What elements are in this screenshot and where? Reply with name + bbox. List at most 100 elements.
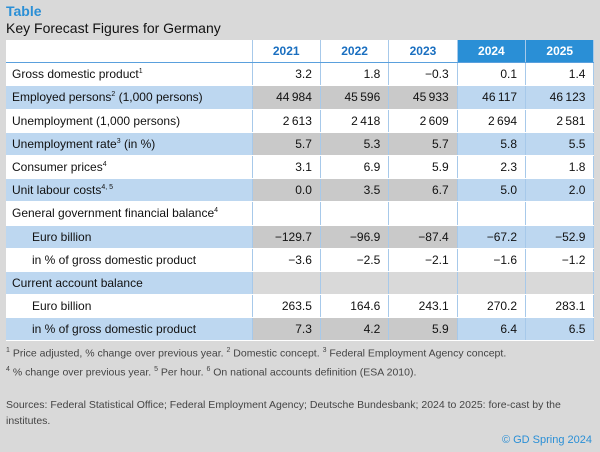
row-label: Employed persons2 (1,000 persons) xyxy=(6,85,253,110)
row-label: Current account balance xyxy=(6,271,253,296)
row-label-text: Unemployment (1,000 persons) xyxy=(12,113,181,128)
footnote-number: 6 xyxy=(206,365,211,373)
value-cell: 7.3 xyxy=(252,317,321,342)
row-label-text: Gross domestic product xyxy=(12,67,139,82)
value-cell xyxy=(388,201,458,226)
footnote-text: Per hour. xyxy=(157,366,207,378)
row-label: Unemployment (1,000 persons) xyxy=(6,109,253,133)
value-cell: 2 613 xyxy=(252,109,321,133)
footnote-text: Federal Employment Agency concept. xyxy=(326,347,507,360)
footnote-line: 4 % change over previous year. 5 Per hou… xyxy=(6,362,506,381)
row-label: Unemployment rate3 (in %) xyxy=(6,132,253,156)
value-cell: 46 117 xyxy=(457,85,527,110)
value-cell: 5.3 xyxy=(320,132,390,156)
value-cell xyxy=(457,201,527,226)
value-cell: 2 418 xyxy=(320,109,390,133)
forecast-year-header: 2024 xyxy=(457,40,527,64)
value-cell: 2.0 xyxy=(525,178,595,203)
value-cell: 46 123 xyxy=(525,85,595,110)
row-label-text: Euro billion xyxy=(32,229,92,244)
forecast-year-header: 2025 xyxy=(525,40,595,64)
table-row: Unemployment (1,000 persons) 2 613 2 418 2 … xyxy=(6,109,595,133)
footnote-number: 3 xyxy=(322,347,327,354)
row-label-text: General government financial balance xyxy=(12,206,215,221)
value-cell xyxy=(320,201,390,226)
footnote-ref: 2 xyxy=(111,91,116,99)
row-label-text: in % of gross domestic product xyxy=(32,252,197,267)
value-cell: 1.4 xyxy=(525,62,595,87)
footnote-text: % change over previous year. xyxy=(9,366,155,378)
row-label-text: Current account balance xyxy=(12,275,143,290)
value-cell: 3.5 xyxy=(320,178,390,203)
copyright: © GD Spring 2024 xyxy=(501,434,592,446)
row-label-suffix: (in %) xyxy=(120,136,156,151)
value-cell xyxy=(525,271,595,296)
row-label: in % of gross domestic product xyxy=(6,248,253,272)
value-cell: 45 596 xyxy=(320,85,390,110)
value-cell: 6.4 xyxy=(457,317,527,342)
value-cell: 5.9 xyxy=(388,155,458,180)
row-label-suffix: (1,000 persons) xyxy=(115,90,203,105)
value-cell xyxy=(525,201,595,226)
value-cell: 283.1 xyxy=(525,294,595,319)
table-title: Key Forecast Figures for Germany xyxy=(6,20,221,36)
value-cell: 5.7 xyxy=(388,132,458,156)
value-cell: 0.1 xyxy=(457,62,527,87)
row-label: Gross domestic product1 xyxy=(6,62,253,87)
value-cell: 5.9 xyxy=(388,317,458,342)
value-cell: 6.9 xyxy=(320,155,390,180)
footnote-text: On national accounts definition (ESA 201… xyxy=(210,366,417,378)
header-label-cell xyxy=(6,40,253,64)
value-cell: 45 933 xyxy=(388,85,458,110)
value-cell: 3.1 xyxy=(252,155,321,180)
row-label-text: Unit labour costs xyxy=(12,183,102,198)
value-cell: 243.1 xyxy=(388,294,458,319)
footnote-ref: 1 xyxy=(138,68,143,76)
value-cell: 1.8 xyxy=(525,155,595,180)
table-row: Consumer prices4 3.1 6.9 5.9 2.3 1.8 xyxy=(6,155,595,180)
table-row: Current account balance xyxy=(6,271,595,296)
header-row: 2021 2022 2023 2024 2025 xyxy=(6,40,595,64)
row-label: Euro billion xyxy=(6,225,253,249)
value-cell: −1.2 xyxy=(525,248,595,272)
value-cell xyxy=(320,271,390,296)
footnote-number: 1 xyxy=(6,347,10,354)
value-cell: 5.8 xyxy=(457,132,527,156)
value-cell: 0.0 xyxy=(252,178,321,203)
year-header: 2022 xyxy=(320,40,390,64)
row-label: Euro billion xyxy=(6,294,253,319)
value-cell: −2.5 xyxy=(320,248,390,272)
footnote-ref: 4, 5 xyxy=(101,184,114,192)
footnote-ref: 3 xyxy=(116,137,121,145)
row-label-text: Consumer prices xyxy=(12,160,103,175)
value-cell: −2.1 xyxy=(388,248,458,272)
table-row: General government financial balance4 xyxy=(6,201,595,226)
value-cell: 6.7 xyxy=(388,178,458,203)
table-row: Gross domestic product1 3.2 1.8 −0.3 0.1 1.4 xyxy=(6,62,595,87)
footnote-ref: 4 xyxy=(102,161,107,169)
value-cell: 5.0 xyxy=(457,178,527,203)
footnote-ref: 4 xyxy=(214,207,219,215)
year-header: 2023 xyxy=(388,40,458,64)
value-cell: 2.3 xyxy=(457,155,527,180)
value-cell xyxy=(252,271,321,296)
row-label-text: Unemployment rate xyxy=(12,136,117,151)
forecast-table: 2021 2022 2023 2024 2025 Gross domestic … xyxy=(6,40,595,342)
table-row: Employed persons2 (1,000 persons) 44 984 4… xyxy=(6,85,595,110)
value-cell: −1.6 xyxy=(457,248,527,272)
value-cell: 2 609 xyxy=(388,109,458,133)
value-cell: −87.4 xyxy=(388,225,458,249)
value-cell: −0.3 xyxy=(388,62,458,87)
table-row: Unemployment rate3 (in %) 5.7 5.3 5.7 5.8 5.5 xyxy=(6,132,595,156)
table-row: in % of gross domestic product 7.3 4.2 5.9 6… xyxy=(6,317,595,342)
value-cell: −129.7 xyxy=(252,225,321,249)
value-cell: −96.9 xyxy=(320,225,390,249)
value-cell: 3.2 xyxy=(252,62,321,87)
footnote-number: 5 xyxy=(154,365,158,373)
sources-note: Sources: Federal Statistical Office; Fed… xyxy=(6,399,561,427)
table-row: Euro billion −129.7 −96.9 −87.4 −67.2 −52.9 xyxy=(6,225,595,249)
row-label: Consumer prices4 xyxy=(6,155,253,180)
value-cell: 263.5 xyxy=(252,294,321,319)
footnote-line: 1 Price adjusted, % change over previous… xyxy=(6,343,506,362)
value-cell: 2 694 xyxy=(457,109,527,133)
